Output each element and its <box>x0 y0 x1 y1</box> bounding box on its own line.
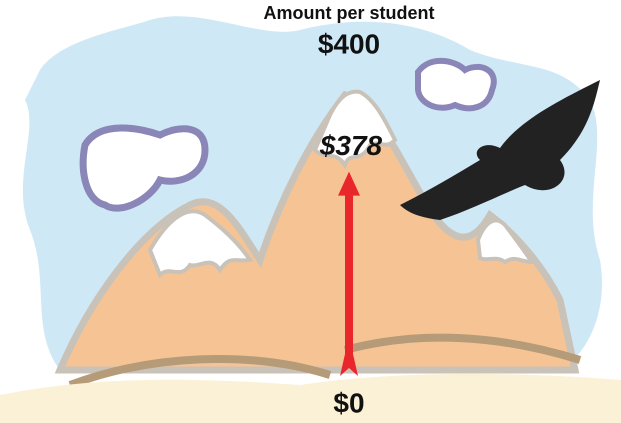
chart: Amount per student $0 $400 $378 <box>0 0 621 423</box>
cloud <box>418 61 494 108</box>
value-label: $378 <box>319 130 383 161</box>
page: {"chart_data": {"type": "bar", "title": … <box>0 0 621 423</box>
y-tick-label: $0 <box>333 387 364 418</box>
chart-title: Amount per student <box>264 3 435 23</box>
y-tick-label: $400 <box>318 28 380 59</box>
